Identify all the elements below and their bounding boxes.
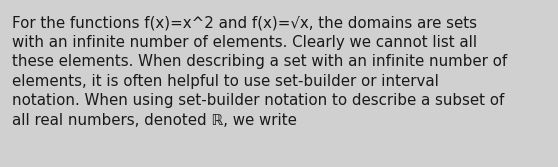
Text: For the functions f(x)=x^2 and f(x)=√x, the domains are sets
with an infinite nu: For the functions f(x)=x^2 and f(x)=√x, … (12, 15, 508, 128)
